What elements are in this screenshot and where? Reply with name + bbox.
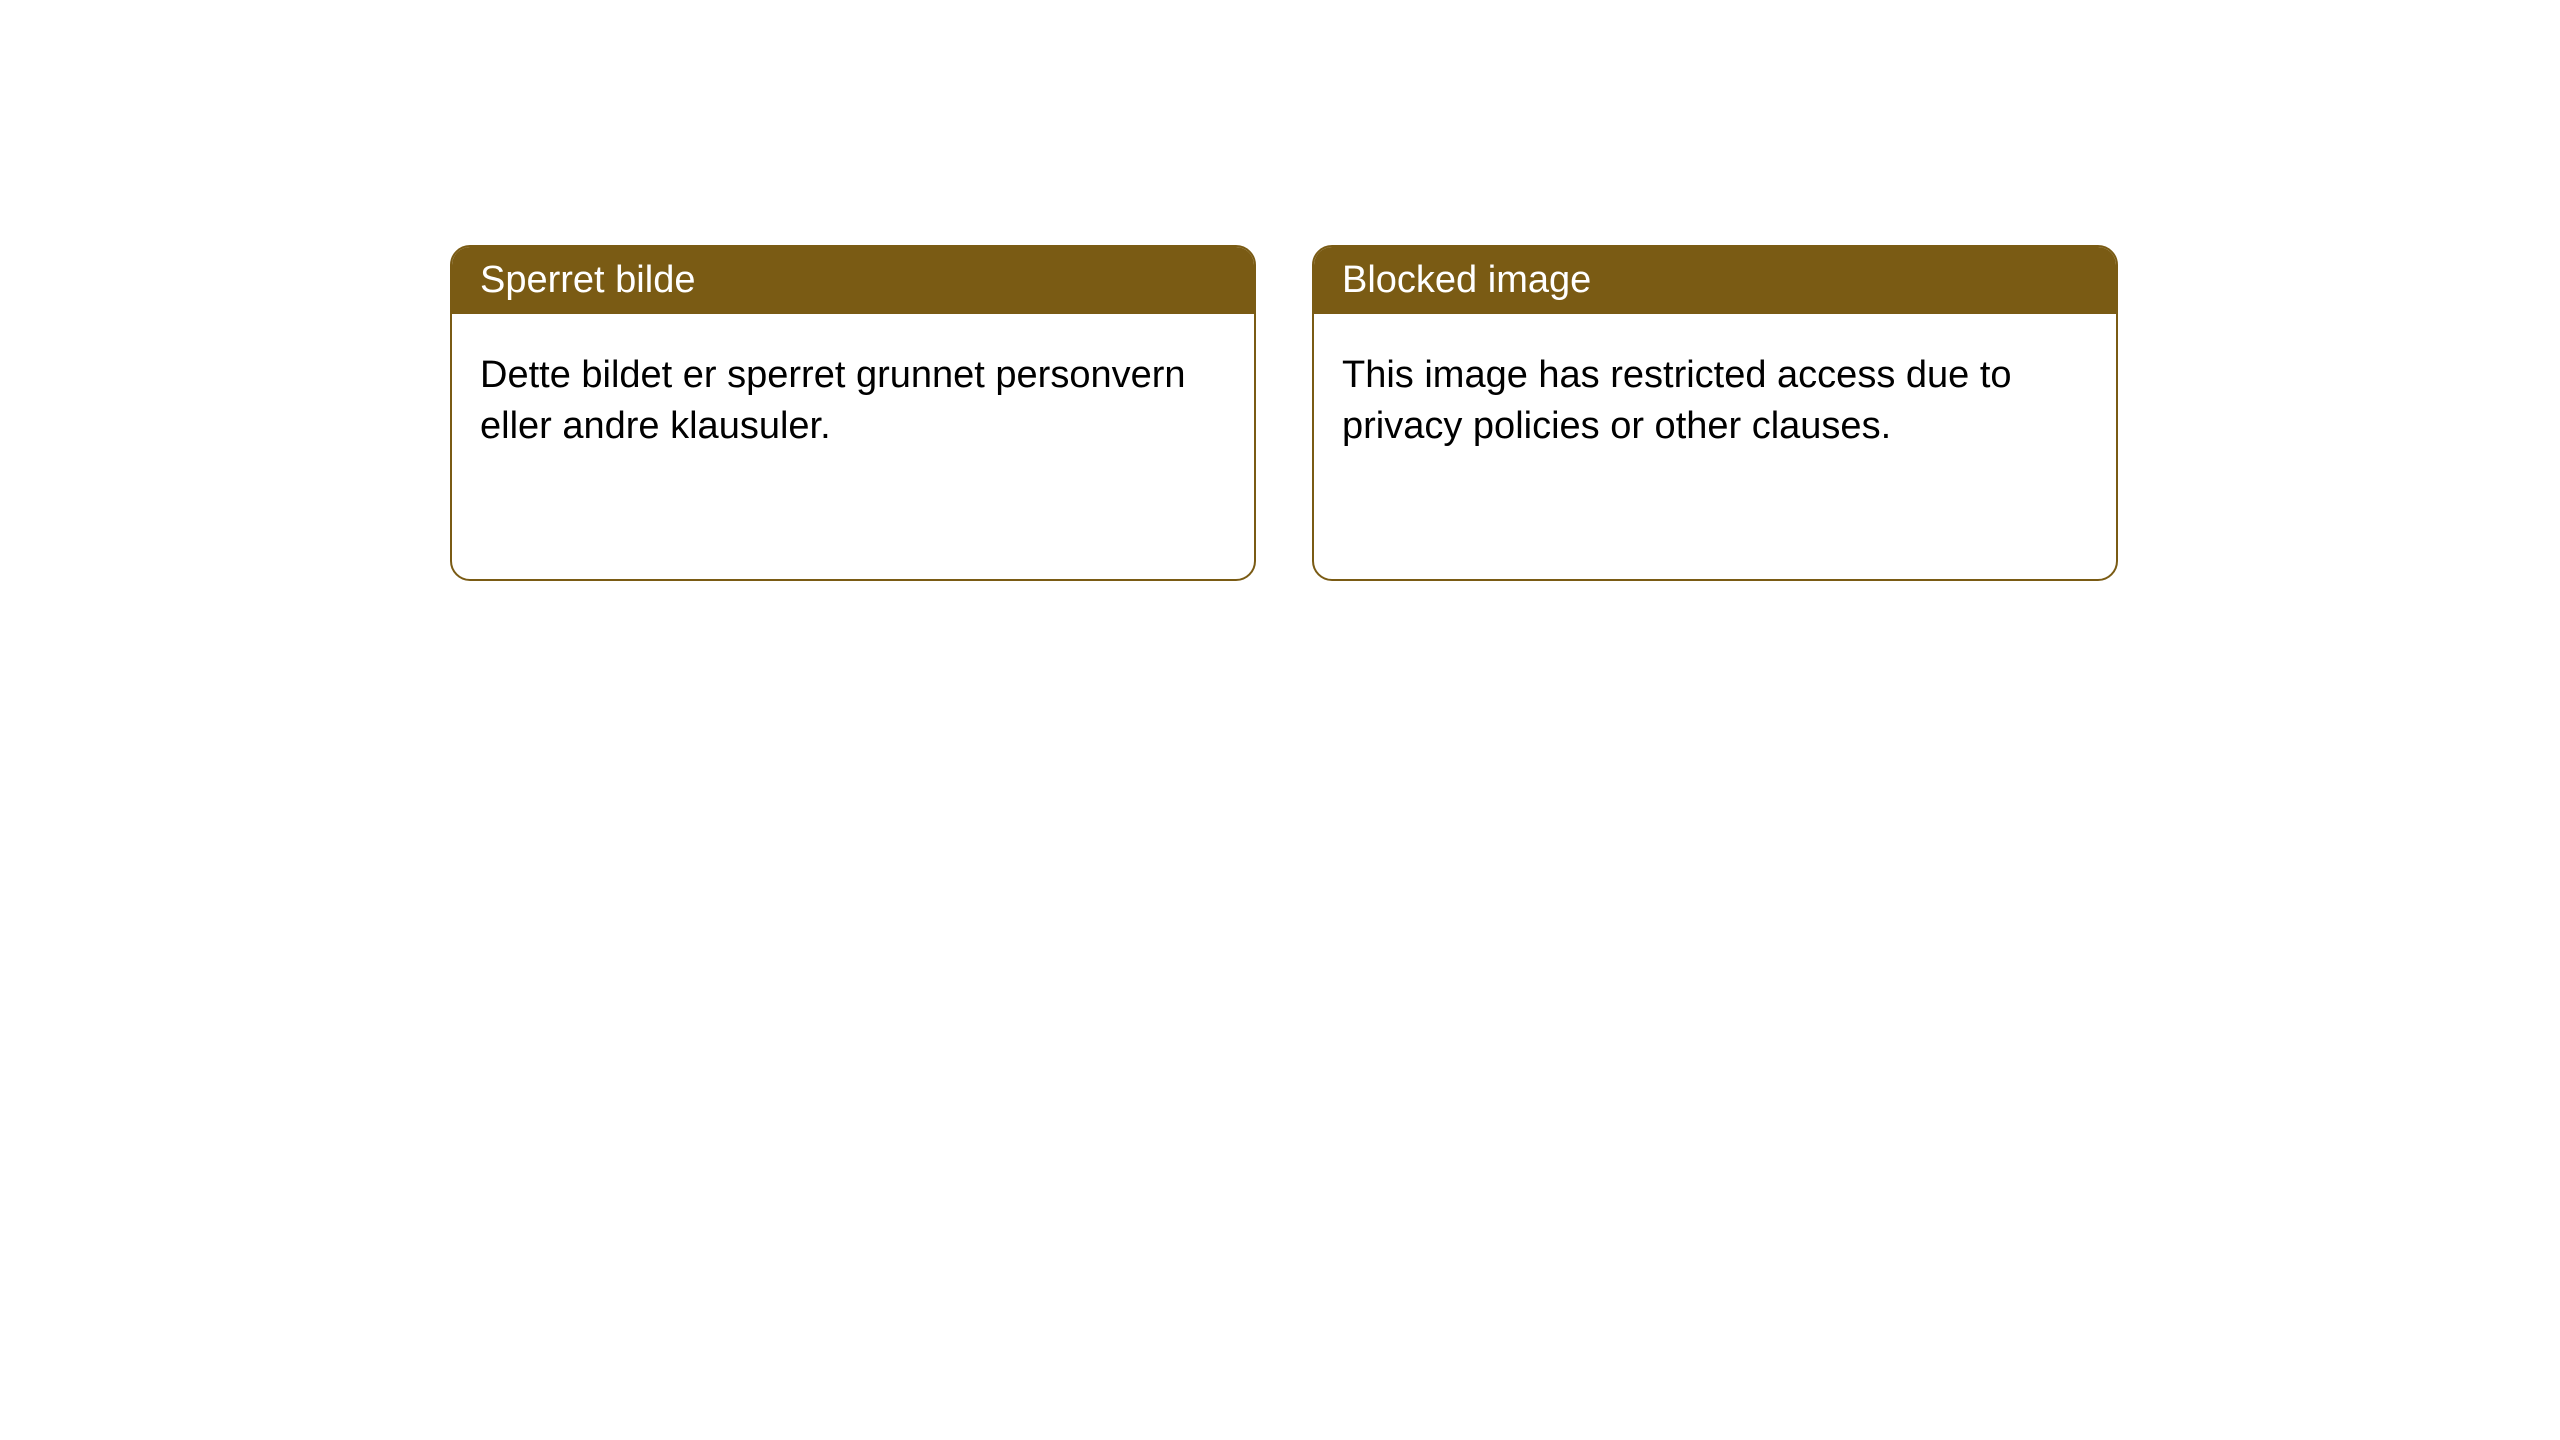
card-text-english: This image has restricted access due to … (1342, 354, 2012, 447)
card-body-norwegian: Dette bildet er sperret grunnet personve… (452, 314, 1254, 489)
blocked-image-card-norwegian: Sperret bilde Dette bildet er sperret gr… (450, 245, 1256, 581)
card-title-norwegian: Sperret bilde (480, 259, 695, 301)
blocked-image-card-english: Blocked image This image has restricted … (1312, 245, 2118, 581)
card-header-english: Blocked image (1314, 247, 2116, 314)
card-text-norwegian: Dette bildet er sperret grunnet personve… (480, 354, 1186, 447)
card-body-english: This image has restricted access due to … (1314, 314, 2116, 489)
card-title-english: Blocked image (1342, 259, 1591, 301)
card-header-norwegian: Sperret bilde (452, 247, 1254, 314)
notice-container: Sperret bilde Dette bildet er sperret gr… (450, 245, 2118, 581)
